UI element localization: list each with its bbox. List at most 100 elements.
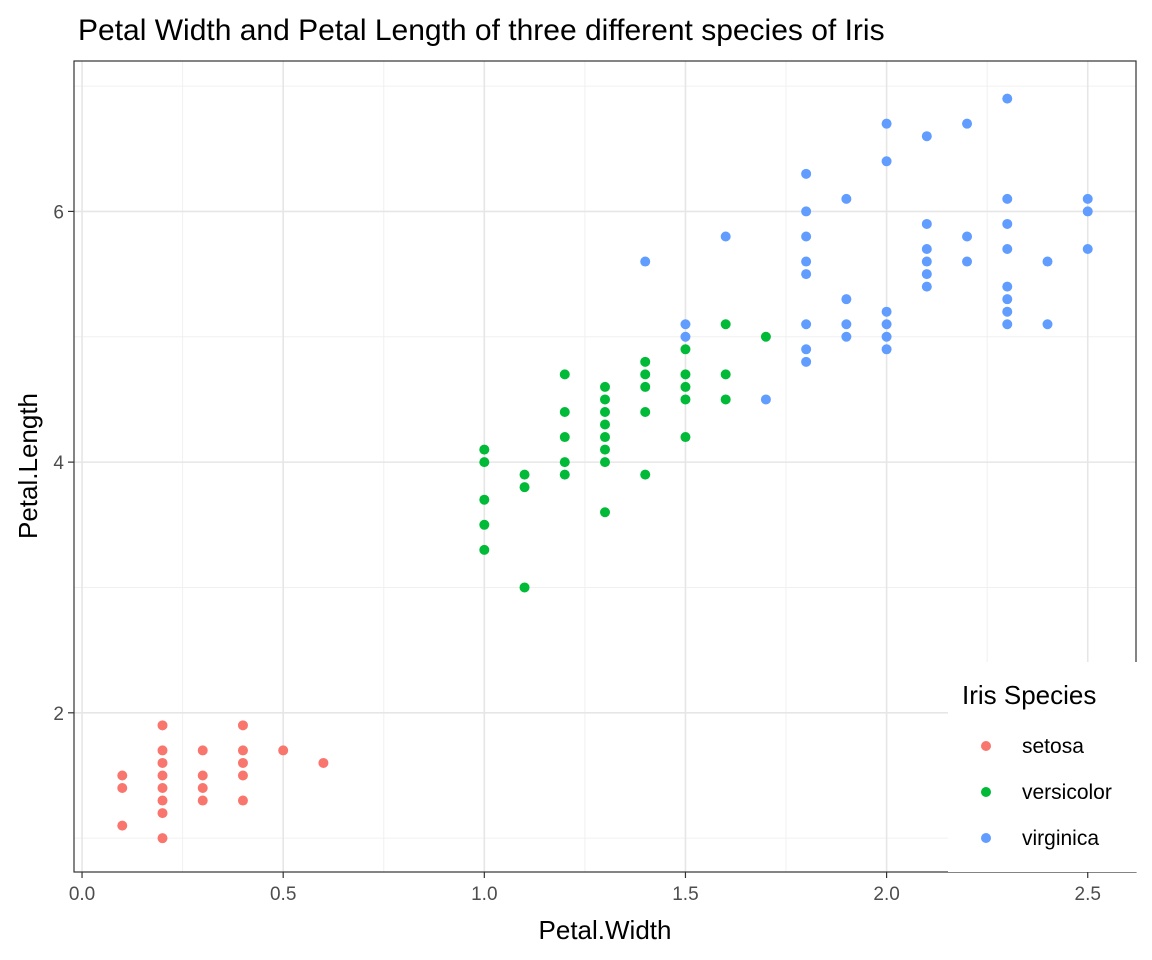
data-point-virginica [801, 344, 812, 355]
data-point-versicolor [559, 457, 570, 468]
data-point-virginica [1002, 218, 1013, 229]
legend-label-setosa: setosa [1022, 735, 1084, 758]
data-point-virginica [720, 231, 731, 242]
data-point-setosa [157, 770, 168, 781]
data-point-setosa [197, 770, 208, 781]
data-point-versicolor [479, 444, 490, 455]
data-point-virginica [801, 206, 812, 217]
data-point-virginica [962, 231, 973, 242]
data-point-virginica [921, 281, 932, 292]
data-point-setosa [157, 757, 168, 768]
data-point-virginica [881, 306, 892, 317]
data-point-versicolor [600, 406, 610, 417]
legend-title: Iris Species [962, 680, 1096, 710]
data-point-versicolor [559, 369, 570, 380]
data-point-setosa [157, 833, 168, 844]
data-point-setosa [157, 745, 168, 756]
data-point-virginica [921, 131, 932, 142]
data-point-setosa [117, 770, 128, 781]
data-point-versicolor [720, 319, 731, 330]
legend-items: setosa versicolor virginica [981, 735, 1112, 850]
data-point-virginica [881, 156, 892, 167]
data-point-versicolor [600, 507, 610, 518]
data-point-virginica [1002, 281, 1013, 292]
data-point-versicolor [680, 432, 691, 443]
data-point-versicolor [640, 356, 651, 367]
data-point-versicolor [720, 394, 731, 405]
legend: Iris Species setosa versicolor virginica [948, 662, 1138, 872]
data-point-virginica [921, 269, 932, 280]
data-point-virginica [801, 319, 812, 330]
data-point-versicolor [680, 381, 691, 392]
data-point-setosa [117, 820, 128, 831]
data-point-virginica [841, 294, 852, 305]
data-point-setosa [237, 770, 248, 781]
data-point-virginica [881, 331, 892, 342]
y-axis-ticks: 2 4 6 [53, 202, 74, 725]
data-point-virginica [962, 118, 973, 129]
data-point-virginica [1002, 306, 1013, 317]
data-point-versicolor [680, 369, 691, 380]
data-point-setosa [157, 795, 168, 806]
data-point-setosa [157, 720, 168, 731]
data-point-virginica [1082, 193, 1093, 204]
legend-key-setosa [981, 741, 991, 751]
data-point-setosa [237, 795, 248, 806]
data-point-virginica [1002, 193, 1013, 204]
data-point-versicolor [640, 406, 651, 417]
data-point-virginica [801, 231, 812, 242]
data-point-setosa [278, 745, 289, 756]
data-point-virginica [921, 218, 932, 229]
data-point-virginica [1082, 244, 1093, 255]
x-tick-label: 0.0 [69, 884, 95, 905]
data-point-versicolor [600, 457, 610, 468]
data-point-virginica [680, 331, 691, 342]
x-tick-label: 2.0 [873, 884, 899, 905]
data-point-virginica [680, 319, 691, 330]
chart-title: Petal Width and Petal Length of three di… [78, 14, 885, 47]
legend-key-versicolor [981, 787, 991, 797]
data-point-virginica [1042, 319, 1053, 330]
legend-key-virginica [981, 833, 991, 843]
legend-label-virginica: virginica [1022, 827, 1099, 850]
legend-background [948, 662, 1138, 872]
data-point-setosa [157, 783, 168, 794]
data-point-virginica [921, 244, 932, 255]
data-point-versicolor [479, 519, 490, 530]
y-axis-title: Petal.Length [13, 393, 43, 539]
data-point-virginica [841, 319, 852, 330]
data-point-virginica [1002, 294, 1013, 305]
y-tick-label: 2 [53, 704, 64, 725]
data-point-setosa [197, 783, 208, 794]
data-point-setosa [237, 745, 248, 756]
data-point-setosa [318, 757, 329, 768]
data-point-virginica [801, 256, 812, 267]
data-point-versicolor [519, 582, 530, 593]
data-point-virginica [1002, 93, 1013, 104]
data-point-versicolor [680, 394, 691, 405]
plot-panel-border [73, 60, 1137, 873]
data-point-virginica [841, 331, 852, 342]
data-point-versicolor [559, 406, 570, 417]
data-point-virginica [881, 344, 892, 355]
data-point-versicolor [600, 381, 610, 392]
data-point-virginica [760, 394, 771, 405]
data-point-versicolor [600, 432, 610, 443]
data-point-versicolor [720, 369, 731, 380]
x-tick-label: 1.0 [471, 884, 497, 905]
legend-label-versicolor: versicolor [1022, 781, 1112, 804]
data-point-versicolor [640, 369, 651, 380]
data-point-setosa [237, 720, 248, 731]
data-point-versicolor [680, 344, 691, 355]
data-point-versicolor [600, 394, 610, 405]
data-point-versicolor [479, 457, 490, 468]
data-point-virginica [801, 269, 812, 280]
x-axis-ticks: 0.0 0.5 1.0 1.5 2.0 2.5 [69, 872, 1101, 905]
data-point-virginica [1002, 319, 1013, 330]
data-point-virginica [881, 319, 892, 330]
data-points [117, 93, 1093, 844]
data-point-versicolor [640, 381, 651, 392]
data-point-versicolor [559, 432, 570, 443]
data-point-setosa [117, 783, 128, 794]
